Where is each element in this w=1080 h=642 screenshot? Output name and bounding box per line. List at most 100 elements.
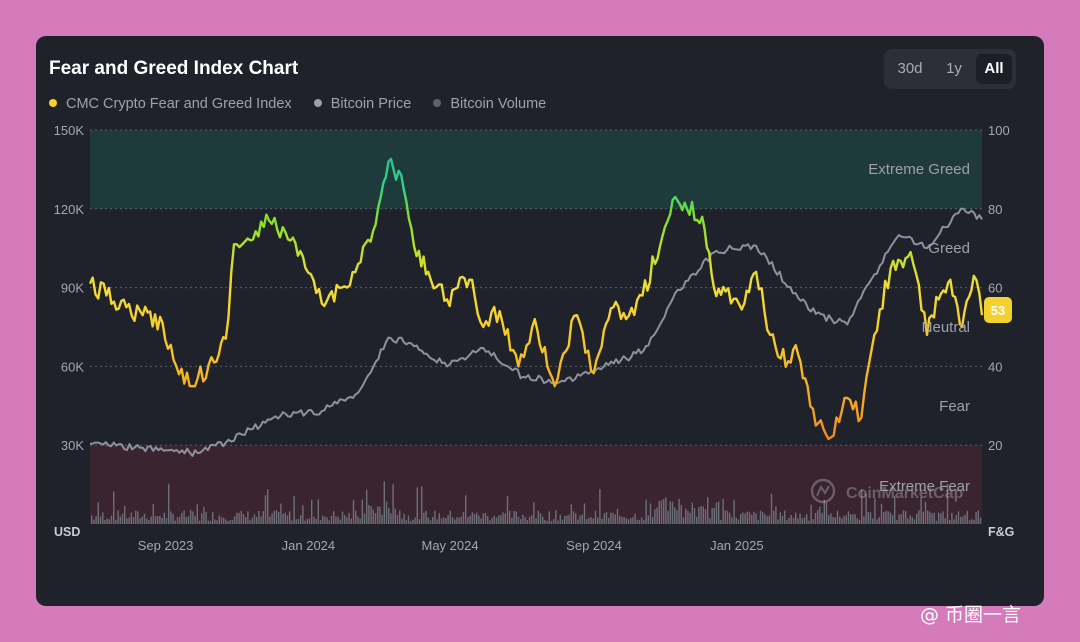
volume-bar bbox=[711, 507, 713, 524]
volume-bar bbox=[143, 513, 146, 524]
legend-item-bitcoin-price[interactable]: Bitcoin Price bbox=[313, 96, 412, 112]
volume-bar bbox=[269, 516, 271, 524]
volume-bar bbox=[460, 516, 462, 524]
range-30d-button[interactable]: 30d bbox=[897, 60, 923, 77]
volume-bar bbox=[190, 510, 192, 524]
volume-bar bbox=[205, 511, 207, 524]
zone-label-fear: Fear bbox=[939, 398, 970, 415]
volume-bar bbox=[768, 515, 770, 524]
volume-bar bbox=[456, 517, 458, 524]
volume-bar bbox=[564, 515, 566, 524]
volume-bar bbox=[410, 521, 412, 524]
volume-bar bbox=[960, 517, 962, 524]
volume-bar bbox=[168, 483, 170, 524]
volume-bar bbox=[335, 516, 337, 524]
volume-bar bbox=[594, 510, 597, 524]
range-all-button[interactable]: All bbox=[976, 54, 1012, 84]
source-watermark: @ 币圈一言 bbox=[920, 604, 1022, 626]
volume-bar bbox=[480, 518, 482, 524]
volume-bar bbox=[729, 512, 731, 524]
volume-bar bbox=[638, 520, 641, 524]
volume-bar bbox=[132, 517, 135, 524]
volume-bar bbox=[869, 512, 872, 524]
volume-bar bbox=[654, 509, 656, 524]
volume-bar bbox=[348, 512, 350, 524]
volume-bar bbox=[339, 519, 341, 524]
y-tick-label-right: 80 bbox=[988, 202, 1002, 217]
volume-bar bbox=[313, 516, 315, 524]
volume-bar bbox=[436, 519, 438, 524]
volume-bar bbox=[555, 510, 557, 524]
volume-bar bbox=[856, 518, 858, 524]
volume-bar bbox=[249, 520, 251, 524]
volume-bar bbox=[359, 518, 361, 524]
volume-bar bbox=[273, 510, 275, 524]
volume-bar bbox=[597, 517, 599, 524]
volume-bar bbox=[647, 515, 649, 524]
volume-bar bbox=[183, 510, 185, 524]
volume-bar bbox=[471, 512, 473, 524]
volume-bar bbox=[443, 517, 445, 524]
volume-bar bbox=[779, 512, 781, 524]
volume-bar bbox=[245, 517, 247, 524]
volume-bar bbox=[599, 489, 601, 524]
volume-bar bbox=[148, 520, 150, 524]
legend-item-bitcoin-volume[interactable]: Bitcoin Volume bbox=[433, 96, 546, 112]
volume-bar bbox=[513, 511, 515, 524]
x-tick-label: May 2024 bbox=[421, 538, 478, 553]
volume-bar bbox=[623, 517, 625, 524]
volume-bar bbox=[465, 495, 467, 524]
y-tick-label-left: 90K bbox=[61, 281, 84, 296]
volume-bar bbox=[330, 516, 333, 524]
volume-bar bbox=[115, 519, 117, 524]
volume-bar bbox=[671, 501, 674, 524]
volume-bar bbox=[333, 511, 335, 524]
volume-bar bbox=[102, 512, 104, 524]
range-1y-button[interactable]: 1y bbox=[946, 60, 962, 77]
x-tick-label: Jan 2025 bbox=[710, 538, 764, 553]
volume-bar bbox=[746, 511, 748, 524]
volume-bar bbox=[590, 517, 592, 524]
volume-bar bbox=[234, 516, 236, 524]
volume-bar bbox=[812, 519, 814, 524]
volume-bar bbox=[152, 504, 154, 524]
legend-item-fear-greed[interactable]: CMC Crypto Fear and Greed Index bbox=[49, 96, 292, 112]
current-value-text: 53 bbox=[991, 303, 1005, 318]
volume-bar bbox=[451, 517, 454, 524]
volume-bar bbox=[531, 515, 533, 524]
volume-bar bbox=[484, 513, 487, 524]
volume-bar bbox=[731, 517, 733, 524]
volume-bar bbox=[691, 502, 693, 524]
volume-bar bbox=[520, 519, 522, 524]
chart-legend: CMC Crypto Fear and Greed Index Bitcoin … bbox=[49, 96, 564, 112]
left-axis-unit: USD bbox=[54, 525, 80, 539]
volume-bar bbox=[231, 519, 234, 524]
volume-bar bbox=[834, 517, 836, 524]
volume-bar bbox=[933, 512, 935, 524]
volume-bar bbox=[539, 513, 542, 524]
legend-label-bitcoin-price: Bitcoin Price bbox=[330, 96, 412, 112]
volume-bar bbox=[902, 510, 905, 524]
volume-bar bbox=[108, 519, 110, 524]
volume-bar bbox=[911, 517, 913, 524]
volume-bar bbox=[709, 518, 711, 524]
volume-bar bbox=[905, 511, 907, 524]
volume-bar bbox=[704, 509, 707, 524]
volume-bar bbox=[612, 512, 614, 524]
volume-bar bbox=[924, 501, 927, 524]
y-tick-label-left: 120K bbox=[54, 202, 85, 217]
volume-bar bbox=[896, 520, 898, 524]
volume-bar bbox=[214, 519, 216, 524]
volume-bar bbox=[821, 513, 823, 524]
volume-bar bbox=[696, 516, 698, 524]
volume-bar bbox=[201, 513, 203, 524]
volume-bar bbox=[223, 517, 225, 524]
volume-bar bbox=[781, 515, 784, 524]
volume-bar bbox=[93, 519, 95, 524]
volume-bar bbox=[346, 517, 348, 524]
volume-bar bbox=[368, 505, 370, 524]
volume-bar bbox=[614, 514, 616, 524]
volume-bar bbox=[524, 517, 526, 524]
volume-bar bbox=[808, 520, 810, 524]
volume-bar bbox=[238, 512, 240, 524]
